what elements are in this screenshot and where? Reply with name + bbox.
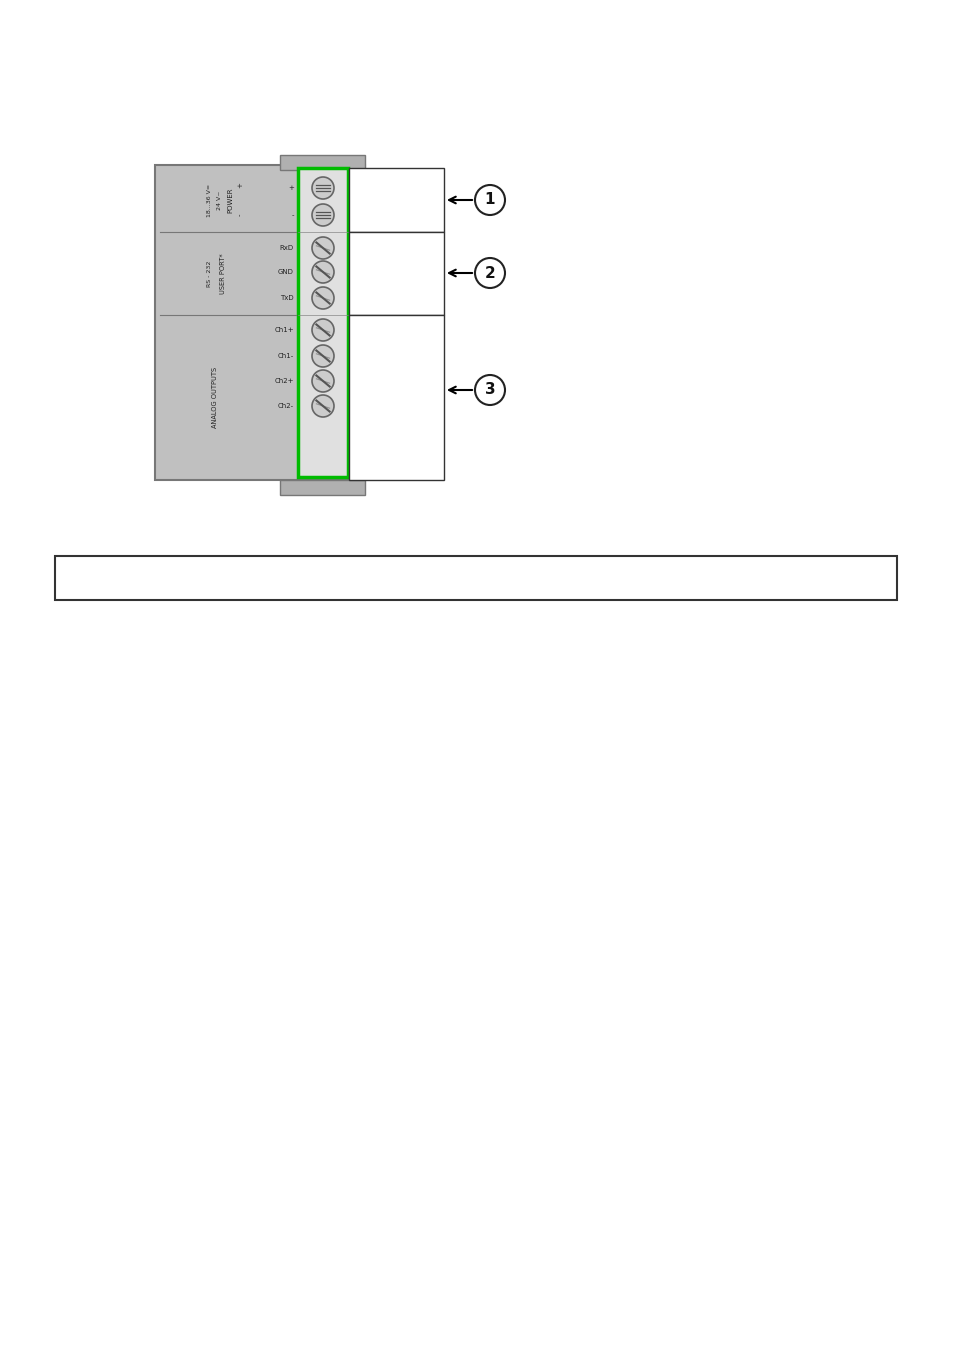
Bar — [154, 165, 365, 481]
Bar — [280, 481, 365, 495]
Circle shape — [312, 319, 334, 342]
Bar — [349, 232, 443, 315]
Circle shape — [312, 346, 334, 367]
Text: Ch2-: Ch2- — [277, 404, 294, 409]
Bar — [349, 167, 443, 232]
Text: -: - — [292, 212, 294, 217]
Bar — [297, 167, 348, 477]
Circle shape — [312, 396, 334, 417]
Text: 1: 1 — [484, 193, 495, 208]
Text: Ch1+: Ch1+ — [274, 327, 294, 333]
Text: GND: GND — [278, 269, 294, 275]
Circle shape — [312, 204, 334, 225]
Text: Ch1-: Ch1- — [277, 352, 294, 359]
Circle shape — [312, 238, 334, 259]
Text: +: + — [236, 182, 243, 188]
Text: 24 V~: 24 V~ — [217, 190, 222, 209]
Circle shape — [312, 370, 334, 392]
Circle shape — [312, 261, 334, 284]
Text: ANALOG OUTPUTS: ANALOG OUTPUTS — [212, 367, 218, 428]
Bar — [325, 167, 347, 478]
Text: 18...36 V=: 18...36 V= — [208, 184, 213, 216]
Text: TxD: TxD — [280, 296, 294, 301]
Bar — [349, 315, 443, 481]
Circle shape — [312, 288, 334, 309]
Bar — [280, 155, 365, 170]
Text: 2: 2 — [484, 266, 495, 281]
Circle shape — [312, 177, 334, 198]
Circle shape — [475, 185, 504, 215]
Bar — [55, 556, 896, 599]
Circle shape — [475, 375, 504, 405]
Text: 3: 3 — [484, 382, 495, 397]
Text: +: + — [288, 185, 294, 190]
Circle shape — [475, 258, 504, 288]
Text: RS - 232: RS - 232 — [208, 261, 213, 286]
Text: POWER: POWER — [227, 188, 233, 213]
Text: -: - — [236, 213, 243, 216]
Text: RxD: RxD — [279, 244, 294, 251]
Text: Ch2+: Ch2+ — [274, 378, 294, 383]
Text: USER PORT*: USER PORT* — [220, 254, 226, 294]
